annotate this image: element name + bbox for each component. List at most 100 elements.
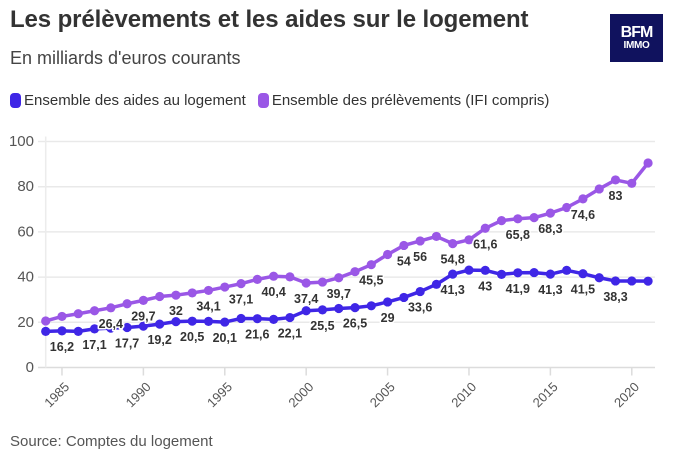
data-label-aides: 41,3 (538, 283, 562, 297)
data-point-prelevements (366, 260, 376, 270)
data-label-prelevements: 39,7 (327, 287, 351, 301)
data-point-prelevements (431, 231, 442, 242)
y-tick-label: 100 (9, 133, 34, 150)
data-point-aides (399, 292, 409, 303)
data-label-aides: 20,1 (213, 331, 237, 345)
data-point-prelevements (627, 178, 637, 188)
data-point-prelevements (415, 236, 425, 246)
data-point-prelevements (89, 306, 100, 316)
x-tick-label: 2000 (285, 379, 316, 410)
data-label-prelevements: 74,6 (571, 208, 595, 222)
data-label-aides: 29 (381, 311, 395, 325)
data-point-aides (57, 326, 67, 336)
data-label-aides: 41,3 (441, 283, 465, 297)
legend-item-prelevements[interactable]: Ensemble des prélèvements (IFI compris) (257, 92, 550, 109)
data-point-aides (187, 316, 197, 326)
legend-label-prelevements: Ensemble des prélèvements (IFI compris) (271, 92, 550, 109)
x-tick-label: 2010 (448, 379, 479, 410)
data-point-aides (594, 273, 604, 283)
data-label-prelevements: 34,1 (196, 299, 220, 313)
y-tick-label: 20 (17, 314, 34, 331)
data-label-prelevements: 37,1 (229, 293, 253, 307)
data-point-aides (138, 321, 148, 331)
data-point-aides (171, 317, 181, 327)
legend-swatch-aides (10, 93, 21, 108)
data-point-aides (610, 276, 621, 286)
x-tick-label: 1995 (204, 379, 235, 410)
chart-legend: Ensemble des aides au logement Ensemble … (10, 92, 561, 109)
data-point-prelevements (138, 295, 148, 305)
data-label-prelevements: 32 (169, 304, 183, 318)
data-label-prelevements: 26,4 (99, 317, 123, 331)
data-label-prelevements: 45,5 (359, 274, 383, 288)
data-point-aides (496, 269, 507, 279)
data-point-prelevements (57, 311, 67, 322)
data-point-aides (236, 313, 246, 324)
bfm-immo-logo: BFM IMMO (610, 14, 663, 62)
data-point-aides (513, 268, 523, 278)
data-point-prelevements (545, 208, 555, 218)
source-note: Source: Comptes du logement (10, 433, 213, 450)
data-point-aides (448, 269, 458, 279)
data-point-aides (285, 312, 295, 323)
data-point-prelevements (464, 235, 474, 245)
data-point-prelevements (236, 279, 246, 289)
data-point-aides (529, 267, 539, 278)
x-tick-label: 1990 (123, 379, 154, 410)
data-point-aides (301, 306, 311, 316)
data-point-aides (41, 326, 51, 336)
data-point-prelevements (382, 249, 393, 260)
data-point-aides (366, 301, 376, 311)
data-point-prelevements (480, 223, 490, 233)
data-label-aides: 38,3 (603, 290, 627, 304)
data-point-aides (350, 303, 360, 313)
data-point-prelevements (187, 288, 197, 298)
data-point-prelevements (448, 239, 458, 249)
data-point-aides (643, 276, 653, 286)
legend-swatch-prelevements (257, 93, 269, 108)
y-tick-label: 80 (17, 178, 34, 195)
data-point-prelevements (252, 274, 262, 284)
legend-item-aides[interactable]: Ensemble des aides au logement (10, 92, 246, 109)
data-point-prelevements (285, 272, 295, 282)
legend-label-aides: Ensemble des aides au logement (24, 92, 246, 109)
data-label-aides: 16,2 (50, 340, 74, 354)
y-tick-label: 0 (26, 359, 34, 376)
data-label-prelevements: 37,4 (294, 292, 318, 306)
x-tick-label: 2020 (611, 379, 642, 410)
data-point-prelevements (73, 309, 83, 319)
logo-line-1: BFM (620, 24, 654, 41)
data-point-prelevements (562, 202, 572, 213)
data-point-prelevements (578, 194, 588, 204)
data-point-prelevements (155, 291, 165, 302)
data-point-prelevements (171, 290, 181, 300)
data-point-aides (252, 314, 262, 324)
data-point-prelevements (220, 282, 230, 292)
data-point-prelevements (350, 267, 360, 277)
x-tick-label: 2015 (530, 379, 561, 410)
data-point-aides (220, 317, 230, 327)
chart-title: Les prélèvements et les aides sur le log… (10, 6, 529, 33)
data-label-aides: 25,5 (310, 319, 334, 333)
data-label-prelevements: 68,3 (538, 222, 562, 236)
data-point-prelevements (317, 277, 328, 287)
data-point-prelevements (122, 299, 132, 309)
data-point-prelevements (301, 278, 311, 288)
data-point-aides (89, 324, 100, 334)
data-point-prelevements (610, 175, 621, 185)
data-point-aides (562, 265, 572, 275)
data-label-layer: 26,4 29,7 32 34,1 37,1 40,4 37,4 39,7 45,5 54 56 54… (48, 187, 629, 355)
data-point-aides (155, 319, 165, 329)
data-label-prelevements: 65,8 (506, 228, 530, 242)
data-label-aides: 22,1 (278, 327, 302, 341)
data-label-aides: 41,5 (571, 283, 595, 297)
data-point-prelevements (399, 240, 409, 251)
data-label-aides: 41,9 (506, 282, 530, 296)
data-label-aides: 43 (478, 279, 492, 293)
data-point-prelevements (203, 285, 214, 296)
data-label-prelevements: 54 (397, 254, 411, 268)
data-point-aides (480, 265, 490, 275)
data-point-aides (122, 322, 132, 333)
data-point-prelevements (41, 316, 51, 326)
logo-line-2: IMMO (623, 40, 650, 51)
